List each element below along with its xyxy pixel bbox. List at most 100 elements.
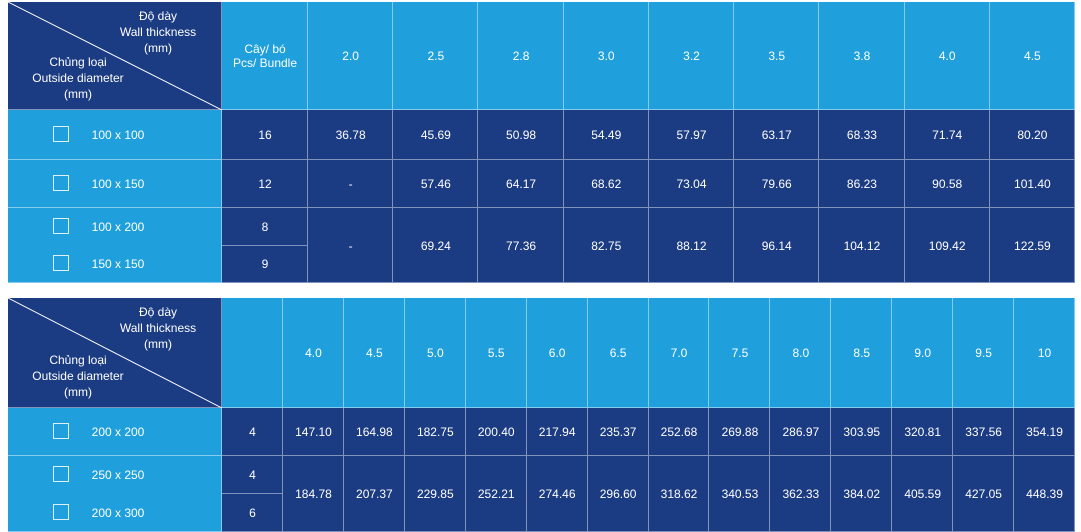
weight-cell: 164.98 bbox=[343, 408, 405, 456]
weight-cell: 207.37 bbox=[343, 456, 405, 532]
weight-cell: 200.40 bbox=[465, 408, 527, 456]
weight-cell: 337.56 bbox=[953, 408, 1015, 456]
weight-cell: 252.21 bbox=[465, 456, 527, 532]
weight-cell: 405.59 bbox=[892, 456, 954, 532]
corner-top-text: Wall thickness bbox=[119, 25, 197, 39]
corner-top-text: (mm) bbox=[144, 337, 172, 351]
thickness-header: 3.2 bbox=[648, 2, 735, 110]
corner-bottom-text: Chủng loại bbox=[49, 353, 107, 367]
corner-top-text: Độ dày bbox=[138, 9, 178, 23]
weight-cell: 229.85 bbox=[404, 456, 466, 532]
weight-cell: - bbox=[308, 208, 394, 283]
pcs-header-text: Pcs/ Bundle bbox=[232, 56, 298, 70]
size-cell bbox=[8, 456, 222, 532]
pcs-header: Cây/ bó Pcs/ Bundle bbox=[222, 2, 308, 110]
size-icon bbox=[53, 255, 69, 272]
thickness-header: 7.0 bbox=[648, 298, 710, 408]
weight-cell: 122.59 bbox=[989, 208, 1075, 283]
thickness-header: 5.0 bbox=[404, 298, 466, 408]
pcs-header bbox=[222, 298, 283, 408]
weight-cell: 101.40 bbox=[989, 160, 1075, 208]
size-cell bbox=[8, 208, 222, 283]
weight-cell: 71.74 bbox=[904, 110, 990, 160]
weight-cell: 64.17 bbox=[478, 160, 564, 208]
weight-cell: 57.97 bbox=[648, 110, 735, 160]
weight-cell: 235.37 bbox=[587, 408, 649, 456]
corner-top-text: Wall thickness bbox=[119, 321, 197, 335]
weight-cell: 296.60 bbox=[587, 456, 649, 532]
size-label: 100 x 200 bbox=[91, 219, 145, 234]
pcs-cell: 4 bbox=[222, 456, 283, 494]
corner-top-text: Độ dày bbox=[138, 305, 178, 319]
weight-cell: 217.94 bbox=[526, 408, 588, 456]
weight-cell: 252.68 bbox=[648, 408, 710, 456]
size-label: 200 x 300 bbox=[91, 506, 145, 520]
size-cell bbox=[8, 160, 222, 208]
weight-cell: 427.05 bbox=[953, 456, 1015, 532]
weight-cell: 147.10 bbox=[283, 408, 344, 456]
weight-cell: 36.78 bbox=[308, 110, 394, 160]
weight-cell: 104.12 bbox=[819, 208, 905, 283]
weight-cell: 340.53 bbox=[709, 456, 771, 532]
thickness-header: 3.0 bbox=[563, 2, 649, 110]
pcs-cell: 8 bbox=[222, 208, 308, 246]
size-label: 100 x 100 bbox=[91, 128, 145, 142]
weight-cell: 109.42 bbox=[904, 208, 990, 283]
weight-cell: 318.62 bbox=[648, 456, 710, 532]
pcs-cell: 9 bbox=[222, 245, 308, 283]
size-label: 150 x 150 bbox=[91, 257, 145, 272]
thickness-header: 2.5 bbox=[393, 2, 479, 110]
weight-cell: 274.46 bbox=[526, 456, 588, 532]
diagonal-line bbox=[8, 298, 222, 408]
size-icon bbox=[53, 423, 69, 439]
weight-cell: 63.17 bbox=[734, 110, 820, 160]
size-label: 200 x 200 bbox=[91, 425, 145, 439]
weight-cell: 269.88 bbox=[709, 408, 771, 456]
diagonal-line bbox=[8, 2, 222, 110]
size-cell bbox=[8, 110, 222, 160]
thickness-header: 4.5 bbox=[989, 2, 1075, 110]
weight-cell: 96.14 bbox=[734, 208, 820, 283]
weight-cell: 448.39 bbox=[1014, 456, 1075, 532]
weight-cell: 88.12 bbox=[648, 208, 735, 283]
pcs-cell: 6 bbox=[222, 494, 283, 532]
corner-bottom-text: (mm) bbox=[64, 385, 92, 399]
weight-cell: 68.33 bbox=[819, 110, 905, 160]
pcs-cell: 16 bbox=[222, 110, 308, 160]
corner-bottom-text: Chủng loại bbox=[49, 55, 107, 69]
thickness-header: 3.5 bbox=[734, 2, 820, 110]
weight-cell: 184.78 bbox=[283, 456, 344, 532]
size-icon bbox=[53, 504, 69, 520]
size-icon bbox=[53, 466, 69, 482]
corner-cell bbox=[8, 2, 222, 110]
size-icon bbox=[53, 126, 69, 142]
weight-cell: 45.69 bbox=[393, 110, 479, 160]
thickness-header: 8.5 bbox=[831, 298, 893, 408]
weight-cell: 73.04 bbox=[648, 160, 735, 208]
weight-cell: 82.75 bbox=[563, 208, 649, 283]
corner-cell bbox=[8, 298, 222, 408]
weight-cell: 68.62 bbox=[563, 160, 649, 208]
weight-cell: 57.46 bbox=[393, 160, 479, 208]
thickness-header: 9.5 bbox=[953, 298, 1015, 408]
weight-cell: 77.36 bbox=[478, 208, 564, 283]
size-cell bbox=[8, 408, 222, 456]
diagonal bbox=[8, 298, 222, 408]
weight-cell: 90.58 bbox=[904, 160, 990, 208]
size-icon bbox=[53, 175, 69, 191]
weight-cell: 79.66 bbox=[734, 160, 820, 208]
corner-bottom-text: Outside diameter bbox=[32, 369, 124, 383]
thickness-header: 2.0 bbox=[308, 2, 394, 110]
thickness-header: 6.0 bbox=[526, 298, 588, 408]
weight-cell: 182.75 bbox=[404, 408, 466, 456]
corner-top-text: (mm) bbox=[144, 41, 172, 55]
thickness-header: 6.5 bbox=[587, 298, 649, 408]
pcs-header-text: Cây/ bó bbox=[244, 42, 286, 56]
weight-cell: 384.02 bbox=[831, 456, 893, 532]
size-label: 250 x 250 bbox=[91, 468, 145, 482]
weight-cell: 362.33 bbox=[770, 456, 832, 532]
weight-cell: 54.49 bbox=[563, 110, 649, 160]
pcs-cell: 4 bbox=[222, 408, 283, 456]
thickness-header: 8.0 bbox=[770, 298, 832, 408]
